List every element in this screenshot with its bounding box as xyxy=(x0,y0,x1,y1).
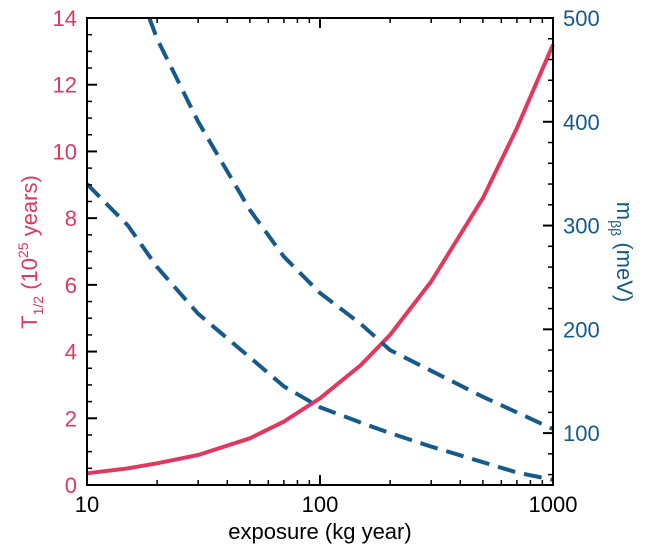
left-axis-title-end: years) xyxy=(17,175,42,242)
right-axis-title: mββ (meV) xyxy=(608,202,637,302)
plot-frame xyxy=(86,17,554,486)
y-left-tick-label: 12 xyxy=(53,73,77,98)
series-line-3 xyxy=(85,182,554,482)
x-axis-title: exposure (kg year) xyxy=(228,519,411,544)
right-axis-title-sub: ββ xyxy=(608,220,624,236)
y-left-tick-label: 4 xyxy=(65,340,77,365)
series-line-2 xyxy=(147,17,554,431)
y-left-tick-label: 14 xyxy=(53,6,77,31)
x-tick-label: 100 xyxy=(302,492,339,517)
right-axis-title-end: (meV) xyxy=(612,236,637,302)
y-right-tick-label: 500 xyxy=(563,6,600,31)
left-axis-title-sup: 25 xyxy=(15,242,31,258)
y-left-tick-label: 0 xyxy=(65,473,77,498)
series-layer xyxy=(85,17,555,482)
y-left-tick-label: 10 xyxy=(53,139,77,164)
left-axis-title-sub: 1/2 xyxy=(30,296,46,316)
ticks-layer xyxy=(86,17,554,486)
series-line-1 xyxy=(86,43,555,476)
left-axis-title: T1/2 (1025 years) xyxy=(15,175,46,329)
x-tick-label: 1000 xyxy=(529,492,578,517)
y-right-tick-label: 400 xyxy=(563,110,600,135)
labels-layer: 10 100 1000 0 2 4 6 8 10 12 14 100 200 300 400 500 xyxy=(53,6,600,517)
left-axis-title-mid: (10 xyxy=(17,258,42,296)
y-right-tick-label: 100 xyxy=(563,421,600,446)
right-axis-title-base: m xyxy=(612,202,637,220)
y-left-tick-label: 6 xyxy=(65,273,77,298)
x-tick-label: 10 xyxy=(75,492,99,517)
y-left-tick-label: 8 xyxy=(65,206,77,231)
y-right-tick-label: 200 xyxy=(563,317,600,342)
y-left-tick-label: 2 xyxy=(65,406,77,431)
y-right-tick-label: 300 xyxy=(563,214,600,239)
left-axis-title-base: T xyxy=(17,315,42,328)
